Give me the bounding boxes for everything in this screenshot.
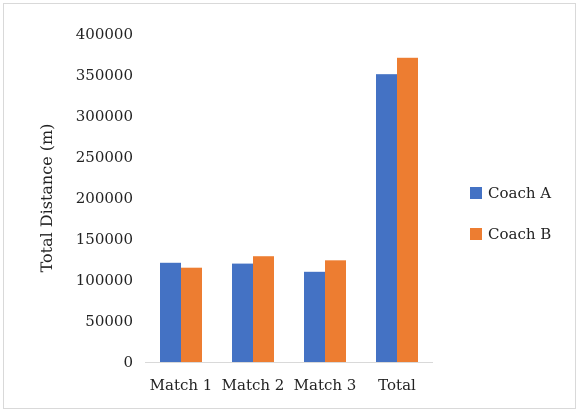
chart-frame (3, 3, 576, 409)
y-tick-label: 350000 (76, 66, 133, 84)
bar-coach-a-match-1 (160, 262, 181, 362)
bar-coach-a-match-2 (232, 263, 253, 362)
legend-label: Coach A (488, 184, 551, 202)
y-tick-label: 150000 (76, 230, 133, 248)
y-tick-label: 200000 (76, 189, 133, 207)
bar-coach-a-match-3 (304, 271, 325, 362)
bar-coach-b-match-2 (253, 256, 274, 362)
x-tick-label: Match 3 (294, 376, 357, 394)
legend: Coach A Coach B (470, 184, 551, 243)
legend-label: Coach B (488, 225, 551, 243)
legend-swatch (470, 228, 482, 240)
x-tick-label: Match 2 (222, 376, 285, 394)
y-tick-label: 250000 (76, 148, 133, 166)
bar-coach-b-match-3 (325, 260, 346, 362)
bar-coach-b-match-1 (181, 267, 202, 362)
y-tick-label: 0 (123, 353, 133, 371)
y-axis-ticks: 0 50000 100000 150000 200000 250000 300000 3500… (76, 25, 133, 371)
bar-coach-a-total (376, 74, 397, 363)
y-axis-title: Total Distance (m) (37, 124, 56, 273)
y-tick-label: 400000 (76, 25, 133, 43)
y-tick-label: 50000 (85, 312, 133, 330)
x-axis-ticks: Match 1 Match 2 Match 3 Total (150, 376, 416, 394)
x-tick-label: Total (378, 376, 416, 394)
y-tick-label: 300000 (76, 107, 133, 125)
x-tick-label: Match 1 (150, 376, 213, 394)
legend-swatch (470, 187, 482, 199)
bars (160, 57, 418, 363)
bar-coach-b-total (397, 57, 418, 362)
y-tick-label: 100000 (76, 271, 133, 289)
